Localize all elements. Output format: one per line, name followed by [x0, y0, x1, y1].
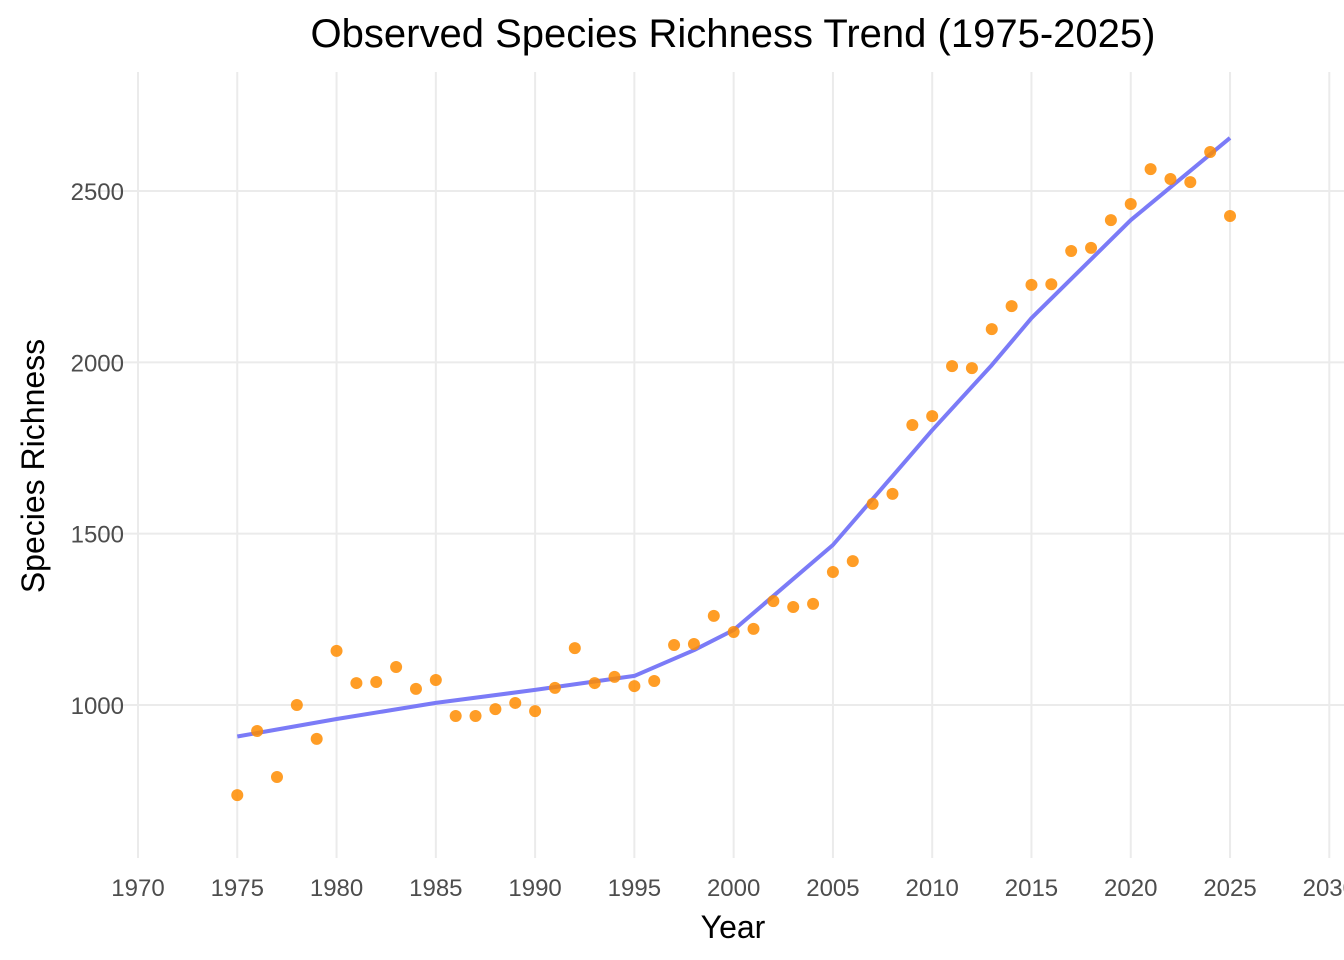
data-point	[608, 670, 621, 683]
x-tick-label: 2020	[1104, 875, 1157, 902]
data-point	[1104, 214, 1117, 227]
data-point	[1005, 300, 1018, 313]
data-point	[826, 566, 839, 579]
x-tick-label: 1975	[211, 875, 264, 902]
data-point	[390, 660, 403, 673]
x-tick-label: 2025	[1203, 875, 1256, 902]
y-tick-label: 1500	[71, 522, 124, 549]
data-point	[290, 699, 303, 711]
data-point	[449, 709, 462, 722]
data-point	[1045, 278, 1058, 291]
data-point	[548, 681, 561, 694]
y-tick-labels: 1000 1500 2000 2500	[71, 179, 124, 720]
data-point	[687, 638, 700, 651]
x-tick-label: 1990	[508, 875, 561, 902]
data-point	[965, 362, 978, 375]
data-point	[1184, 176, 1197, 189]
chart-title: Observed Species Richness Trend (1975-20…	[311, 12, 1156, 56]
data-point	[489, 703, 502, 716]
data-point	[1124, 198, 1137, 211]
data-point	[370, 676, 383, 689]
data-point	[946, 360, 959, 373]
x-tick-label: 1985	[409, 875, 462, 902]
x-axis-label: Year	[701, 909, 766, 945]
data-point	[668, 639, 681, 652]
data-point	[509, 696, 522, 709]
x-tick-label: 1995	[608, 875, 661, 902]
data-point	[787, 600, 800, 613]
x-tick-label: 2030	[1303, 875, 1344, 902]
data-point	[529, 705, 542, 718]
data-point	[1164, 173, 1177, 186]
x-tick-label: 2015	[1005, 875, 1058, 902]
data-point	[429, 673, 442, 686]
y-tick-label: 2000	[71, 350, 124, 377]
data-point	[727, 626, 740, 639]
data-point	[886, 487, 899, 500]
data-point	[231, 789, 244, 802]
data-point	[926, 410, 939, 423]
x-tick-labels: 1970 1975 1980 1985 1990 1995 2000 2005 2010 2015…	[111, 875, 1344, 902]
data-point	[310, 732, 323, 745]
data-point	[906, 419, 919, 432]
data-point	[568, 642, 581, 655]
data-point	[707, 609, 720, 622]
x-tick-label: 1980	[310, 875, 363, 902]
y-tick-label: 1000	[71, 693, 124, 720]
data-point	[648, 675, 661, 688]
data-point	[767, 595, 780, 608]
data-point	[350, 677, 363, 690]
data-point	[1065, 244, 1078, 257]
data-point	[1025, 278, 1038, 291]
data-points	[231, 145, 1237, 802]
data-point	[1224, 210, 1237, 223]
y-tick-label: 2500	[71, 179, 124, 206]
x-tick-label: 2000	[707, 875, 760, 902]
data-point	[1144, 163, 1157, 176]
data-point	[628, 680, 641, 693]
x-tick-label: 1970	[111, 875, 164, 902]
gridlines	[100, 72, 1344, 858]
data-point	[1204, 145, 1217, 158]
data-point	[747, 622, 760, 635]
y-axis-label: Species Richness	[15, 339, 51, 593]
data-point	[409, 682, 422, 695]
data-point	[469, 709, 482, 722]
data-point	[1085, 241, 1098, 254]
data-point	[985, 323, 998, 336]
x-tick-label: 2010	[906, 875, 959, 902]
data-point	[588, 677, 601, 690]
data-point	[270, 770, 283, 783]
data-point	[330, 644, 343, 657]
data-point	[866, 497, 879, 510]
data-point	[807, 597, 820, 610]
x-tick-label: 2005	[806, 875, 859, 902]
data-point	[251, 725, 264, 738]
data-point	[846, 555, 859, 568]
